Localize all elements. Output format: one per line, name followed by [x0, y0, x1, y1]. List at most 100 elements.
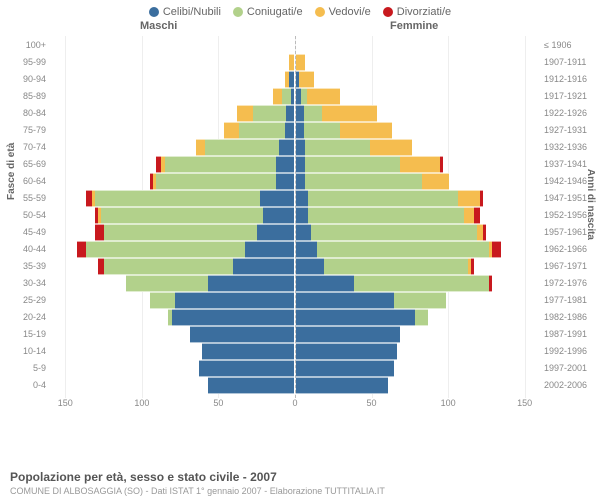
bar-seg-w: [400, 156, 440, 173]
bar-group-right: [296, 105, 377, 120]
bar-group-left: [86, 190, 294, 205]
year-label: 1927-1931: [544, 125, 598, 135]
legend-label: Divorziati/e: [397, 6, 451, 18]
age-label: 25-29: [4, 295, 46, 305]
bar-seg-s: [296, 360, 394, 377]
x-axis: 15010050050100150: [50, 398, 540, 412]
bar-seg-s: [296, 241, 317, 258]
bar-group-right: [296, 122, 392, 137]
year-label: ≤ 1906: [544, 40, 598, 50]
bar-seg-m: [394, 292, 446, 309]
age-label: 85-89: [4, 91, 46, 101]
bar-seg-m: [239, 122, 285, 139]
rows-group: 100+≤ 190695-991907-191190-941912-191685…: [50, 36, 540, 393]
age-label: 90-94: [4, 74, 46, 84]
legend-dot: [383, 7, 393, 17]
age-label: 30-34: [4, 278, 46, 288]
bar-group-right: [296, 224, 486, 239]
x-tick-label: 0: [292, 398, 297, 408]
year-label: 1917-1921: [544, 91, 598, 101]
male-label: Maschi: [140, 20, 177, 32]
age-label: 45-49: [4, 227, 46, 237]
bar-seg-w: [237, 105, 252, 122]
bar-seg-s: [296, 105, 304, 122]
x-tick-label: 50: [367, 398, 377, 408]
bar-seg-m: [308, 190, 458, 207]
bar-seg-d: [77, 241, 86, 258]
bar-group-left: [285, 71, 294, 86]
bar-group-right: [296, 309, 428, 324]
bar-seg-s: [296, 122, 304, 139]
bar-seg-s: [296, 343, 397, 360]
bar-group-right: [296, 292, 446, 307]
bar-seg-m: [95, 190, 260, 207]
bar-group-right: [296, 190, 483, 205]
bar-seg-s: [276, 173, 294, 190]
x-tick-label: 150: [517, 398, 532, 408]
bar-group-right: [296, 343, 397, 358]
bar-group-left: [156, 156, 294, 171]
bar-seg-s: [245, 241, 294, 258]
bar-seg-m: [126, 275, 209, 292]
year-label: 1982-1986: [544, 312, 598, 322]
x-tick-label: 50: [213, 398, 223, 408]
pyramid-row: 15-191987-1991: [50, 325, 540, 342]
bar-group-right: [296, 71, 314, 86]
legend-dot: [233, 7, 243, 17]
bar-group-right: [296, 207, 480, 222]
bar-group-right: [296, 326, 400, 341]
pyramid-row: 60-641942-1946: [50, 172, 540, 189]
footer: Popolazione per età, sesso e stato civil…: [10, 470, 590, 496]
bar-seg-m: [305, 156, 400, 173]
bar-group-left: [98, 258, 294, 273]
pyramid-row: 80-841922-1926: [50, 104, 540, 121]
bar-seg-m: [205, 139, 279, 156]
bar-seg-w: [299, 71, 314, 88]
pyramid-row: 40-441962-1966: [50, 240, 540, 257]
bar-seg-m: [308, 207, 464, 224]
bar-seg-s: [279, 139, 294, 156]
pyramid-row: 0-42002-2006: [50, 376, 540, 393]
year-label: 1947-1951: [544, 193, 598, 203]
pyramid-row: 55-591947-1951: [50, 189, 540, 206]
bar-seg-s: [296, 326, 400, 343]
bar-seg-w: [340, 122, 392, 139]
bar-seg-m: [150, 292, 175, 309]
bar-seg-d: [95, 224, 104, 241]
age-label: 80-84: [4, 108, 46, 118]
bar-seg-d: [471, 258, 474, 275]
bar-seg-s: [296, 190, 308, 207]
bar-seg-s: [289, 71, 294, 88]
year-label: 1932-1936: [544, 142, 598, 152]
year-label: 1977-1981: [544, 295, 598, 305]
bar-seg-s: [296, 173, 305, 190]
pyramid-row: 50-541952-1956: [50, 206, 540, 223]
bar-group-right: [296, 360, 394, 375]
year-label: 1997-2001: [544, 363, 598, 373]
bar-seg-s: [263, 207, 294, 224]
bar-seg-m: [305, 173, 421, 190]
age-label: 75-79: [4, 125, 46, 135]
bar-seg-s: [276, 156, 294, 173]
bar-seg-m: [104, 258, 233, 275]
bar-seg-s: [172, 309, 295, 326]
bar-seg-s: [296, 292, 394, 309]
x-tick-label: 100: [134, 398, 149, 408]
pyramid-row: 35-391967-1971: [50, 257, 540, 274]
bar-seg-s: [296, 258, 324, 275]
age-label: 55-59: [4, 193, 46, 203]
pyramid-row: 75-791927-1931: [50, 121, 540, 138]
bar-seg-m: [311, 224, 476, 241]
age-label: 50-54: [4, 210, 46, 220]
bar-seg-s: [296, 139, 305, 156]
bar-seg-s: [257, 224, 294, 241]
legend-label: Vedovi/e: [329, 6, 371, 18]
bar-seg-m: [156, 173, 275, 190]
year-label: 1957-1961: [544, 227, 598, 237]
pyramid-row: 100+≤ 1906: [50, 36, 540, 53]
age-label: 35-39: [4, 261, 46, 271]
year-label: 1912-1916: [544, 74, 598, 84]
bar-group-left: [168, 309, 294, 324]
pyramid-row: 30-341972-1976: [50, 274, 540, 291]
bar-seg-d: [483, 224, 486, 241]
